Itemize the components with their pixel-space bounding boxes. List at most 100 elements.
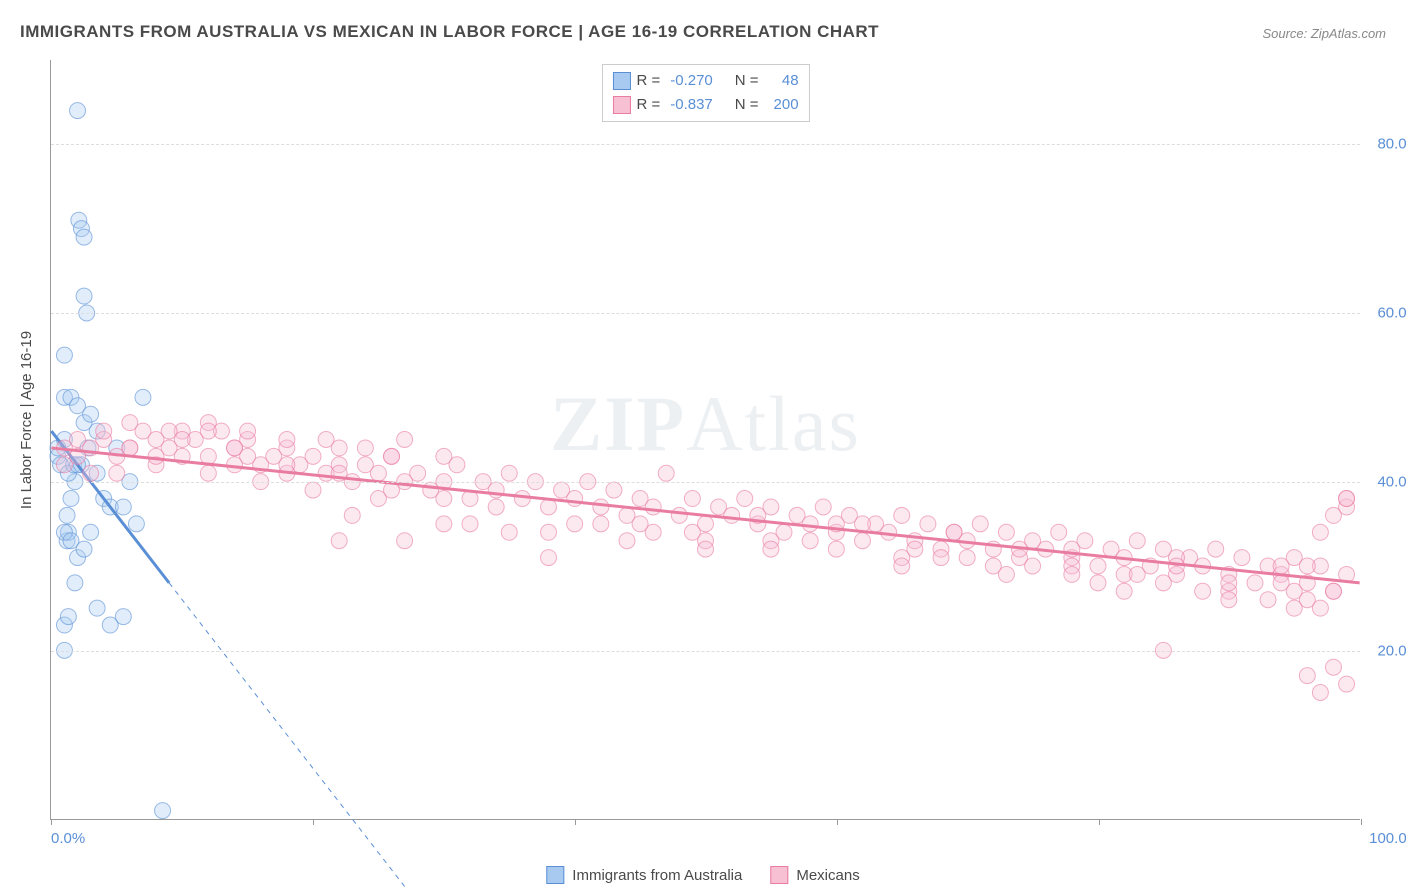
x-tick — [51, 819, 52, 825]
scatter-point — [855, 533, 871, 549]
scatter-point — [109, 465, 125, 481]
scatter-point — [1090, 558, 1106, 574]
x-tick-label: 100.0% — [1369, 830, 1406, 847]
scatter-point — [541, 550, 557, 566]
scatter-point — [305, 448, 321, 464]
scatter-point — [501, 465, 517, 481]
scatter-point — [1325, 583, 1341, 599]
scatter-point — [1208, 541, 1224, 557]
gridline — [51, 144, 1360, 145]
scatter-point — [1286, 600, 1302, 616]
scatter-point — [397, 432, 413, 448]
x-tick — [1361, 819, 1362, 825]
scatter-point — [83, 406, 99, 422]
scatter-point — [436, 516, 452, 532]
scatter-point — [828, 541, 844, 557]
scatter-point — [1312, 524, 1328, 540]
legend-label-2: Mexicans — [796, 867, 859, 884]
scatter-point — [1221, 575, 1237, 591]
scatter-point — [1286, 583, 1302, 599]
x-tick — [575, 819, 576, 825]
scatter-point — [128, 516, 144, 532]
scatter-point — [501, 524, 517, 540]
x-tick — [313, 819, 314, 825]
scatter-point — [998, 566, 1014, 582]
chart-legend: Immigrants from Australia Mexicans — [546, 866, 859, 884]
chart-plot-area: ZIPAtlas R = -0.270 N = 48 R = -0.837 N … — [50, 60, 1360, 820]
scatter-point — [155, 803, 171, 819]
y-tick-label: 80.0% — [1377, 136, 1406, 153]
scatter-point — [96, 423, 112, 439]
scatter-point — [115, 609, 131, 625]
scatter-point — [1064, 566, 1080, 582]
scatter-point — [122, 440, 138, 456]
scatter-point — [122, 415, 138, 431]
scatter-point — [802, 533, 818, 549]
scatter-point — [671, 507, 687, 523]
scatter-point — [410, 465, 426, 481]
y-tick-label: 40.0% — [1377, 474, 1406, 491]
x-tick-label: 0.0% — [51, 830, 85, 847]
scatter-point — [645, 499, 661, 515]
scatter-point — [59, 507, 75, 523]
scatter-point — [1339, 491, 1355, 507]
scatter-point — [737, 491, 753, 507]
scatter-point — [1025, 558, 1041, 574]
scatter-point — [1129, 533, 1145, 549]
scatter-point — [1260, 592, 1276, 608]
scatter-point — [135, 389, 151, 405]
scatter-point — [684, 491, 700, 507]
scatter-point — [1221, 592, 1237, 608]
regression-line-extrapolated — [169, 583, 404, 887]
legend-item-1: Immigrants from Australia — [546, 866, 742, 884]
scatter-point — [1090, 575, 1106, 591]
scatter-point — [89, 600, 105, 616]
scatter-point — [684, 524, 700, 540]
legend-label-1: Immigrants from Australia — [572, 867, 742, 884]
scatter-point — [763, 541, 779, 557]
scatter-point — [76, 229, 92, 245]
scatter-point — [488, 499, 504, 515]
scatter-point — [331, 533, 347, 549]
scatter-point — [593, 516, 609, 532]
scatter-point — [70, 103, 86, 119]
scatter-point — [1129, 566, 1145, 582]
scatter-point — [1325, 507, 1341, 523]
scatter-point — [1299, 668, 1315, 684]
scatter-point — [200, 448, 216, 464]
scatter-point — [698, 541, 714, 557]
scatter-point — [148, 448, 164, 464]
scatter-point — [1312, 600, 1328, 616]
scatter-point — [397, 533, 413, 549]
scatter-point — [370, 465, 386, 481]
scatter-point — [855, 516, 871, 532]
scatter-point — [1116, 583, 1132, 599]
scatter-point — [567, 491, 583, 507]
scatter-point — [279, 432, 295, 448]
scatter-point — [63, 491, 79, 507]
scatter-point — [815, 499, 831, 515]
scatter-point — [462, 516, 478, 532]
scatter-point — [67, 575, 83, 591]
scatter-point — [200, 465, 216, 481]
scatter-point — [174, 432, 190, 448]
scatter-point — [802, 516, 818, 532]
y-tick-label: 60.0% — [1377, 305, 1406, 322]
scatter-point — [1234, 550, 1250, 566]
scatter-point — [619, 533, 635, 549]
scatter-point — [1299, 558, 1315, 574]
scatter-point — [357, 440, 373, 456]
scatter-point — [83, 524, 99, 540]
y-tick-label: 20.0% — [1377, 643, 1406, 660]
scatter-point — [1051, 524, 1067, 540]
scatter-point — [1273, 558, 1289, 574]
scatter-point — [894, 558, 910, 574]
scatter-point — [658, 465, 674, 481]
scatter-point — [436, 448, 452, 464]
scatter-point — [70, 432, 86, 448]
scatter-point — [632, 516, 648, 532]
scatter-point — [933, 550, 949, 566]
scatter-point — [240, 423, 256, 439]
scatter-point — [76, 288, 92, 304]
scatter-point — [60, 609, 76, 625]
